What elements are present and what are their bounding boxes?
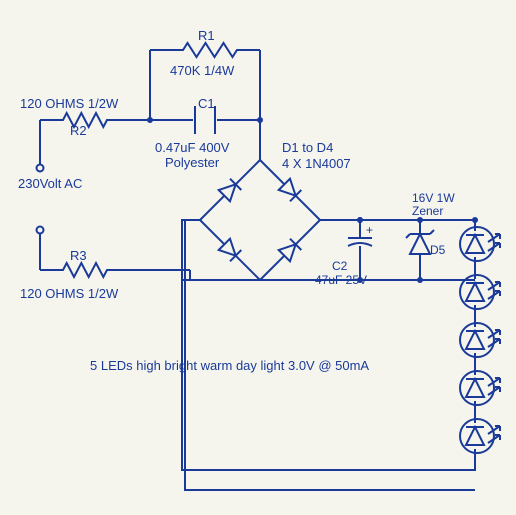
svg-text:R1: R1 (198, 28, 215, 43)
circuit-diagram: 230Volt AC R2 120 OHMS 1/2W R1 470K 1/4W C1 0.… (0, 0, 516, 515)
svg-text:47uF 25V: 47uF 25V (315, 273, 367, 287)
svg-text:D1 to D4: D1 to D4 (282, 140, 333, 155)
svg-text:0.47uF 400V: 0.47uF 400V (155, 140, 230, 155)
svg-text:120 OHMS 1/2W: 120 OHMS 1/2W (20, 286, 119, 301)
svg-text:470K 1/4W: 470K 1/4W (170, 63, 235, 78)
svg-text:+: + (366, 223, 373, 237)
svg-text:R3: R3 (70, 248, 87, 263)
svg-text:5 LEDs high bright warm day li: 5 LEDs high bright warm day light 3.0V @… (90, 358, 369, 373)
svg-text:Zener: Zener (412, 204, 443, 218)
svg-text:R2: R2 (70, 123, 87, 138)
svg-text:230Volt AC: 230Volt AC (18, 176, 82, 191)
svg-text:4 X 1N4007: 4 X 1N4007 (282, 156, 351, 171)
svg-text:Polyester: Polyester (165, 155, 220, 170)
svg-text:16V 1W: 16V 1W (412, 191, 455, 205)
svg-text:D5: D5 (430, 243, 446, 257)
svg-text:C1: C1 (198, 96, 215, 111)
svg-text:120 OHMS 1/2W: 120 OHMS 1/2W (20, 96, 119, 111)
svg-text:C2: C2 (332, 259, 348, 273)
